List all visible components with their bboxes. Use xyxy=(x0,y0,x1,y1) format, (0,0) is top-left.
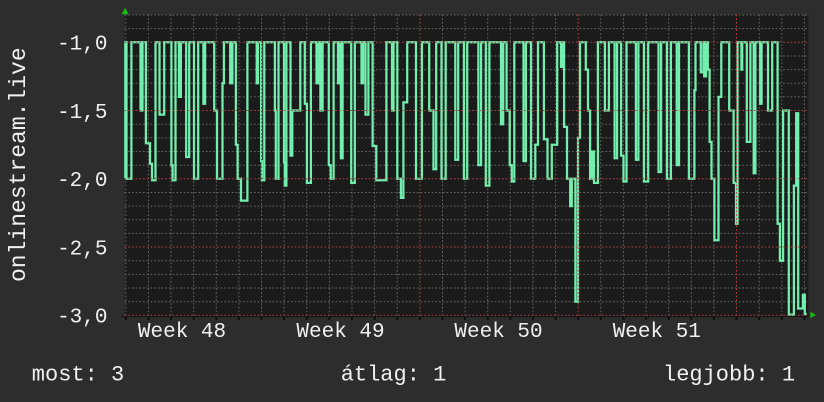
svg-text:átlag: 1: átlag: 1 xyxy=(341,363,447,388)
svg-text:-3,0: -3,0 xyxy=(57,307,107,330)
svg-text:Week 49: Week 49 xyxy=(296,321,384,344)
svg-text:Week 51: Week 51 xyxy=(613,321,701,344)
svg-text:Week 50: Week 50 xyxy=(454,321,542,344)
svg-text:-2,0: -2,0 xyxy=(57,170,107,193)
svg-text:onlinestream.live: onlinestream.live xyxy=(6,47,32,282)
svg-text:-2,5: -2,5 xyxy=(57,239,107,262)
svg-text:-1,0: -1,0 xyxy=(57,34,107,57)
svg-text:Week 48: Week 48 xyxy=(138,321,226,344)
svg-text:-1,5: -1,5 xyxy=(57,102,107,125)
svg-text:most: 3: most: 3 xyxy=(32,363,124,388)
svg-text:legjobb: 1: legjobb: 1 xyxy=(663,363,795,388)
